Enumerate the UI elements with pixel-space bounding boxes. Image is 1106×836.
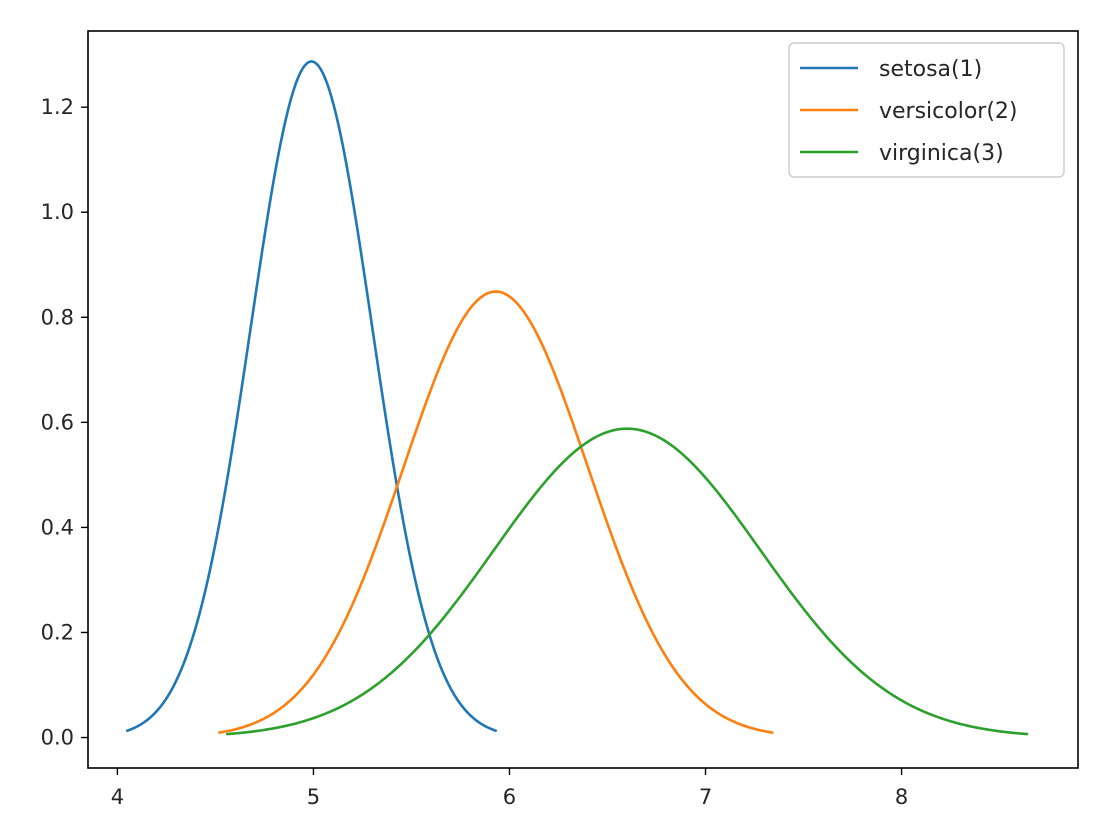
x-tick-label: 5 [307, 785, 320, 809]
y-tick-label: 0.0 [41, 726, 74, 750]
plot-frame [87, 30, 1079, 769]
series-line-1 [125, 60, 498, 733]
y-tick-label: 0.2 [41, 620, 74, 644]
y-tick-label: 1.0 [41, 200, 74, 224]
series-lines [125, 60, 1029, 736]
y-tick-label: 0.4 [41, 515, 74, 539]
legend: setosa(1) versicolor(2) virginica(3) [788, 42, 1065, 178]
x-tick-label: 7 [699, 785, 712, 809]
legend-label-1: setosa(1) [879, 57, 982, 82]
series-line-2 [218, 290, 774, 734]
legend-label-3: virginica(3) [879, 141, 1004, 166]
y-axis-ticks: 0.0 0.2 0.4 0.6 0.8 1.0 1.2 [41, 95, 88, 750]
y-tick-label: 1.2 [41, 95, 74, 119]
x-tick-label: 6 [503, 785, 516, 809]
x-tick-label: 8 [895, 785, 908, 809]
x-tick-label: 4 [111, 785, 124, 809]
y-tick-label: 0.8 [41, 305, 74, 329]
legend-label-2: versicolor(2) [879, 99, 1018, 124]
legend-box [788, 42, 1065, 178]
x-axis-ticks: 4 5 6 7 8 [111, 768, 908, 809]
y-tick-label: 0.6 [41, 410, 74, 434]
series-line-3 [225, 427, 1029, 736]
